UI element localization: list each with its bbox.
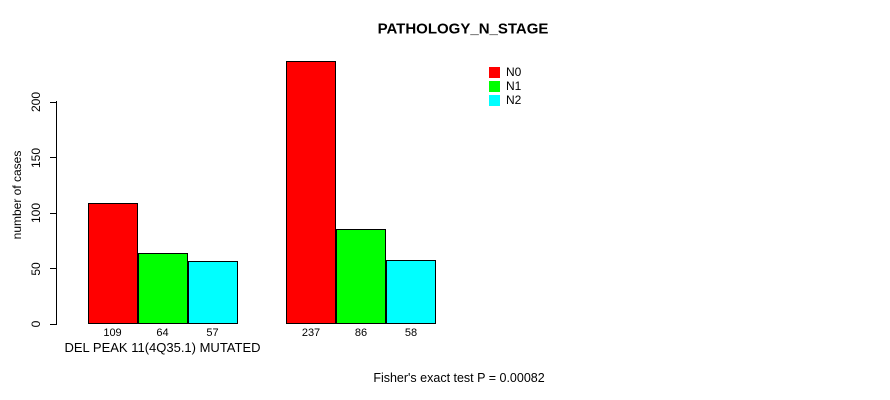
y-axis-label: number of cases: [10, 150, 24, 240]
legend: N0 N1 N2: [489, 65, 521, 107]
legend-item-n1: N1: [489, 79, 521, 93]
legend-label: N2: [506, 93, 522, 107]
bar-n0-group1: [87, 203, 138, 324]
legend-swatch-n1: [489, 80, 500, 92]
y-axis-tick: [50, 212, 57, 214]
y-axis-tick-label: 150: [29, 147, 43, 168]
bar-value-label: 57: [206, 327, 219, 339]
chart-title: PATHOLOGY_N_STAGE: [377, 20, 549, 38]
y-axis-tick-label: 0: [29, 320, 43, 328]
legend-item-n0: N0: [489, 65, 521, 79]
bar-value-label: 64: [156, 327, 169, 339]
y-axis-tick: [50, 268, 57, 269]
y-axis-tick-label: 100: [29, 202, 43, 224]
legend-label: N1: [506, 79, 522, 93]
y-axis-tick-label: 200: [29, 91, 43, 113]
legend-item-n2: N2: [489, 93, 521, 107]
fisher-test-text: Fisher's exact test P = 0.00082: [373, 371, 545, 385]
y-axis-tick: [50, 101, 57, 103]
legend-swatch-n0: [489, 66, 500, 78]
bar-n2-group2: [386, 260, 436, 324]
bar-n2-group1: [187, 261, 238, 324]
bar-value-label: 86: [354, 327, 368, 339]
legend-swatch-n2: [489, 94, 500, 106]
y-axis-tick-label: 50: [29, 261, 43, 276]
legend-label: N0: [506, 65, 522, 79]
y-axis-tick: [50, 157, 57, 158]
bar-value-label: 58: [404, 327, 418, 339]
bar-value-label: 109: [103, 327, 122, 339]
y-axis-tick: [50, 323, 57, 325]
bar-n1-group1: [137, 253, 188, 324]
x-axis-group-label: DEL PEAK 11(4Q35.1) MUTATED: [64, 340, 261, 355]
bar-n1-group2: [336, 229, 386, 324]
bar-value-label: 237: [301, 327, 321, 339]
bar-n0-group2: [286, 61, 336, 324]
